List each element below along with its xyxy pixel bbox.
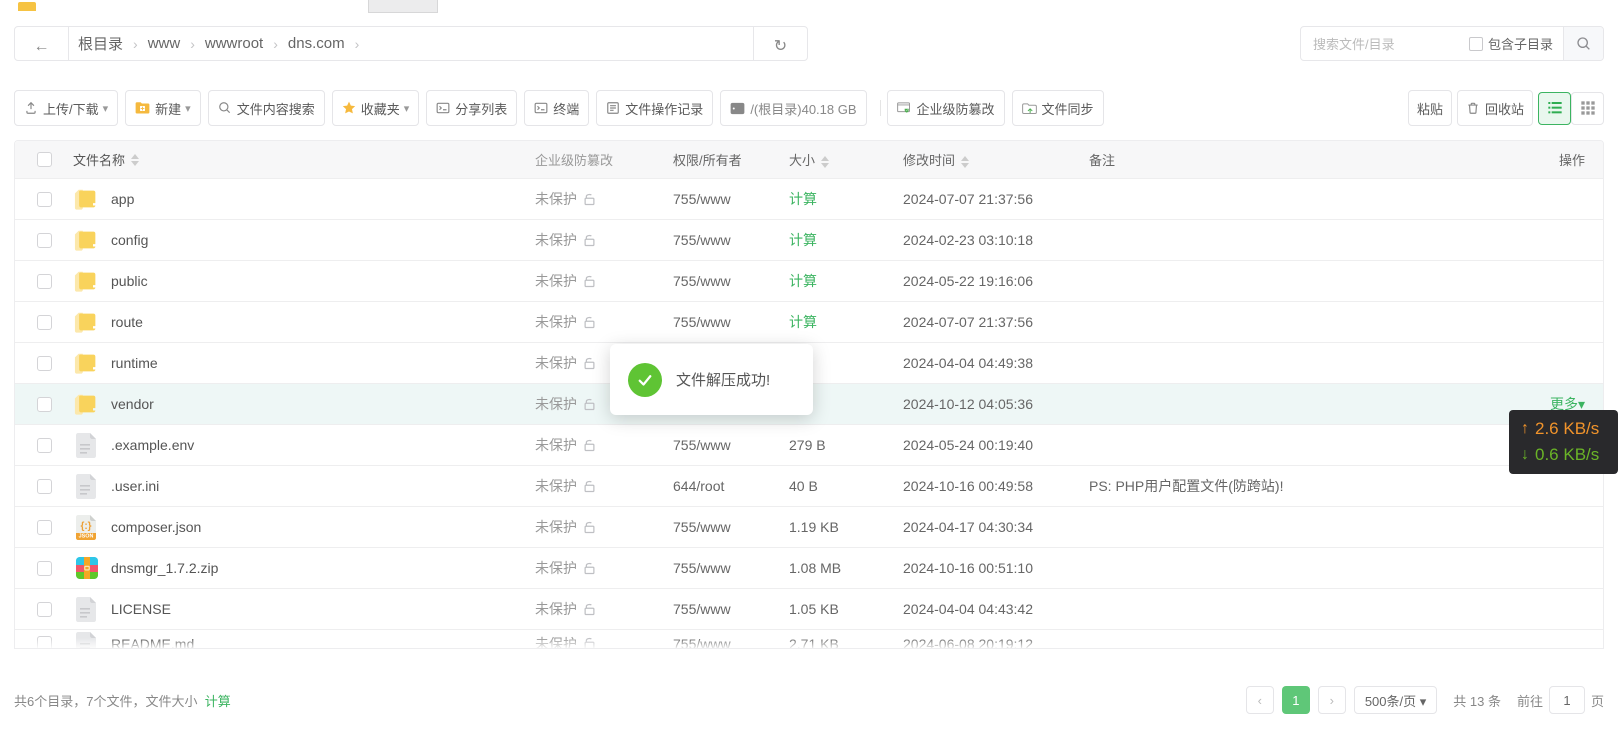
svg-text:JSON: JSON [79,534,94,540]
svg-text:{:}: {:} [80,521,91,532]
